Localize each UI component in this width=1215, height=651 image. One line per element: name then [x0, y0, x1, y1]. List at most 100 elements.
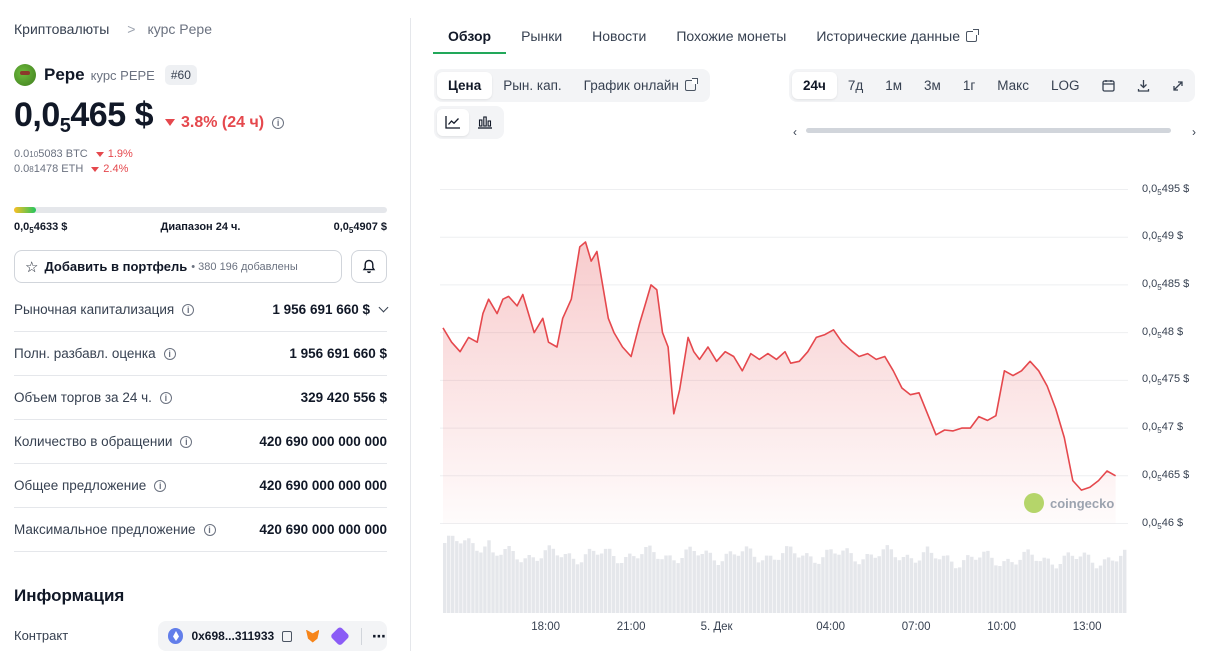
volume-bar: [825, 549, 829, 613]
tab-market-cap[interactable]: Рын. кап.: [503, 78, 562, 93]
volume-bar: [1026, 549, 1030, 613]
volume-bar: [833, 553, 837, 613]
range-button[interactable]: 1г: [962, 78, 976, 93]
volume-bar: [664, 555, 668, 613]
metamask-icon[interactable]: [305, 629, 320, 643]
volume-bar: [945, 555, 950, 613]
volume-bar: [583, 554, 588, 613]
scroll-left-icon[interactable]: ‹: [793, 125, 797, 139]
tab-historical-data[interactable]: Исторические данные: [801, 18, 992, 54]
panel-divider: [410, 18, 411, 651]
range-high: 0,054907 $: [333, 221, 387, 236]
volume-bar: [479, 552, 483, 613]
volume-bar: [656, 558, 660, 613]
x-tick-label: 04:00: [816, 621, 845, 633]
tab-markets[interactable]: Рынки: [521, 28, 563, 44]
breadcrumb-current: курс Pepe: [147, 21, 212, 37]
volume-bar: [531, 557, 535, 613]
scroll-right-icon[interactable]: ›: [1192, 125, 1196, 139]
volume-bar: [821, 557, 825, 613]
range-24h-fill: [14, 207, 37, 213]
copy-icon[interactable]: [282, 630, 292, 642]
volume-bar: [692, 551, 696, 613]
contract-address[interactable]: 0x698...311933: [191, 629, 275, 643]
volume-bar: [1014, 564, 1018, 613]
pepe-logo-icon: [14, 64, 36, 86]
info-icon[interactable]: i: [203, 523, 216, 536]
range-button[interactable]: 24ч: [792, 72, 837, 99]
y-tick-label: 0,05495 $: [1142, 182, 1190, 197]
volume-bar: [768, 555, 773, 613]
volume-bar: [978, 557, 982, 613]
volume-bar: [515, 559, 519, 613]
info-icon[interactable]: i: [182, 303, 195, 316]
stat-row: Полн. разбавл. оценка i 1 956 691 660 $: [14, 332, 387, 376]
x-tick-label: 18:00: [531, 621, 560, 633]
candlestick-chart-button[interactable]: [469, 109, 501, 136]
volume-bar: [443, 543, 447, 613]
volume-bar: [1054, 568, 1059, 613]
add-to-portfolio-button[interactable]: ☆ Добавить в портфель • 380 196 добавлен…: [14, 250, 342, 283]
info-icon[interactable]: i: [272, 117, 285, 129]
volume-bar: [829, 549, 833, 613]
expand-button[interactable]: [1161, 72, 1195, 99]
volume-bar: [994, 565, 998, 613]
tab-overview[interactable]: Обзор: [433, 18, 507, 54]
tab-news[interactable]: Новости: [592, 28, 647, 44]
y-tick-label: 0,0546 $: [1142, 516, 1184, 531]
tab-price[interactable]: Цена: [437, 72, 493, 99]
volume-bar: [905, 554, 910, 613]
tab-similar-coins[interactable]: Похожие монеты: [676, 28, 787, 44]
volume-bar: [503, 549, 507, 613]
range-button[interactable]: 3м: [924, 78, 941, 93]
volume-bar: [954, 568, 958, 613]
coingecko-watermark: coingecko: [1024, 493, 1114, 513]
range-button[interactable]: LOG: [1051, 78, 1080, 93]
volume-bar: [917, 560, 922, 613]
volume-bar: [732, 554, 737, 613]
chart-type-switch: [434, 106, 504, 139]
volume-bar: [459, 543, 463, 613]
volume-bar: [451, 535, 455, 613]
tab-live-chart[interactable]: График онлайн: [573, 72, 707, 99]
rank-badge: #60: [164, 65, 197, 85]
stat-row: Общее предложение i 420 690 000 000 000: [14, 464, 387, 508]
volume-bar: [543, 550, 548, 613]
volume-bar: [700, 554, 704, 613]
volume-bar: [712, 560, 717, 613]
chart-range-scrollbar[interactable]: [806, 128, 1171, 133]
calendar-button[interactable]: [1091, 72, 1126, 99]
stat-value: 420 690 000 000 000: [259, 522, 387, 537]
price-alert-button[interactable]: [351, 250, 387, 283]
info-icon[interactable]: i: [180, 435, 193, 448]
info-icon[interactable]: i: [159, 391, 172, 404]
volume-bar: [704, 550, 708, 613]
y-tick-label: 0,05485 $: [1142, 277, 1190, 293]
download-button[interactable]: [1126, 72, 1161, 99]
volume-bar: [680, 558, 684, 613]
time-range-switch: 24ч 7д 1м 3м 1г Макс LOG: [789, 69, 1195, 102]
info-icon[interactable]: i: [154, 479, 167, 492]
star-icon: ☆: [25, 258, 39, 276]
range-button[interactable]: Макс: [997, 78, 1029, 93]
volume-bar: [1066, 552, 1071, 613]
volume-bar: [624, 557, 628, 613]
info-icon[interactable]: i: [163, 347, 176, 360]
volume-bar: [793, 553, 797, 613]
volume-bar: [471, 543, 475, 613]
volume-bar: [535, 560, 539, 613]
range-button[interactable]: 7д: [847, 78, 864, 93]
volume-bar: [599, 553, 604, 613]
volume-bar: [885, 545, 890, 613]
breadcrumb-root-link[interactable]: Криптовалюты: [14, 21, 110, 37]
volume-bar: [877, 556, 881, 613]
coin-subtitle: курс PEPE: [90, 67, 155, 83]
volume-bar: [447, 535, 451, 613]
range-button[interactable]: 1м: [885, 78, 903, 93]
volume-bar: [467, 538, 471, 613]
price-area: [443, 242, 1116, 524]
more-options-icon[interactable]: ⋯: [361, 627, 387, 645]
volume-bar: [853, 561, 857, 613]
line-chart-button[interactable]: [437, 109, 469, 136]
